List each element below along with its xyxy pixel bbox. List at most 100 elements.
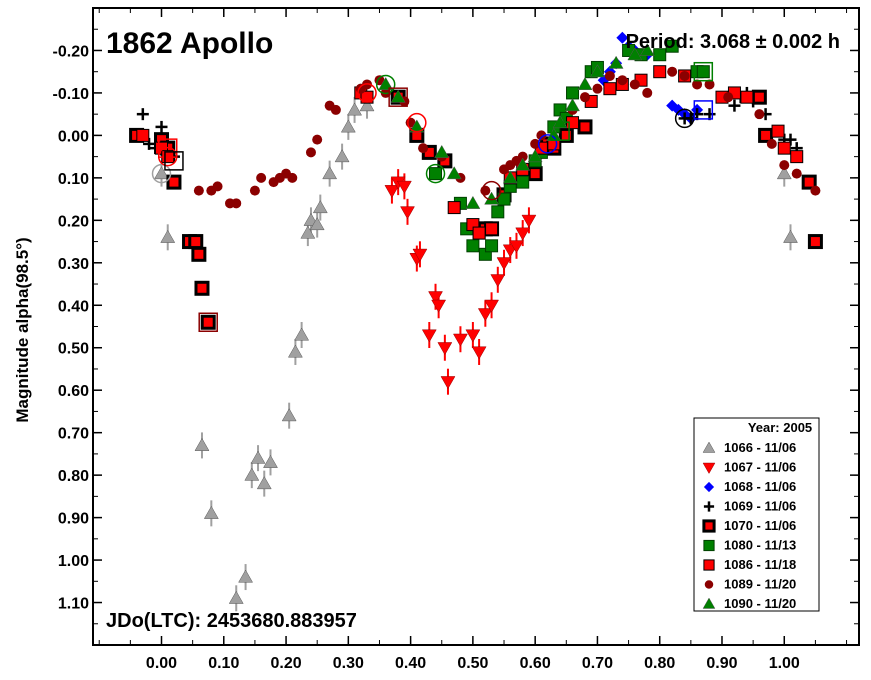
legend-box bbox=[693, 417, 820, 612]
data-point bbox=[312, 200, 328, 214]
data-point bbox=[642, 87, 653, 98]
data-point bbox=[330, 104, 341, 115]
y-tick-label: 0.40 bbox=[58, 298, 89, 315]
data-point bbox=[263, 454, 278, 468]
data-point bbox=[434, 144, 450, 158]
data-point bbox=[791, 168, 802, 179]
legend-label: 1080 - 11/13 bbox=[724, 538, 796, 553]
data-point bbox=[779, 160, 790, 171]
data-point bbox=[471, 346, 487, 360]
data-point bbox=[604, 70, 615, 81]
data-point bbox=[136, 108, 149, 121]
x-tick-label: 0.80 bbox=[644, 655, 675, 672]
data-point bbox=[579, 92, 590, 103]
legend-label: 1067 - 11/06 bbox=[724, 460, 796, 475]
data-point bbox=[502, 170, 518, 184]
data-point bbox=[429, 167, 443, 181]
legend-label: 1090 - 11/20 bbox=[724, 596, 796, 611]
data-point bbox=[490, 274, 506, 288]
data-point bbox=[667, 66, 678, 77]
highlight-rings bbox=[151, 61, 714, 333]
data-point bbox=[136, 128, 150, 142]
data-point bbox=[453, 333, 468, 347]
data-point bbox=[807, 234, 823, 250]
legend-marker bbox=[703, 539, 715, 552]
data-point bbox=[203, 505, 219, 519]
data-point bbox=[723, 92, 734, 103]
data-point bbox=[287, 172, 298, 183]
data-point bbox=[616, 31, 629, 44]
x-tick-label: 0.10 bbox=[208, 655, 239, 672]
data-point bbox=[191, 246, 207, 262]
y-tick-label: 0.90 bbox=[58, 511, 89, 528]
data-point bbox=[665, 39, 679, 53]
ring-circle bbox=[357, 83, 377, 103]
data-point bbox=[810, 185, 821, 196]
data-point bbox=[300, 225, 316, 239]
data-point bbox=[704, 79, 715, 90]
legend-marker bbox=[703, 501, 715, 512]
data-point bbox=[608, 55, 624, 69]
epoch-label: JDo(LTC): 2453680.883957 bbox=[106, 610, 357, 632]
y-tick-label: 0.00 bbox=[58, 128, 89, 145]
legend-items: 1066 - 11/06 1067 - 11/06 1068 - 11/06 1069… bbox=[702, 440, 796, 611]
legend-marker bbox=[702, 597, 716, 609]
data-point bbox=[617, 75, 628, 86]
data-point bbox=[312, 134, 323, 145]
data-point bbox=[160, 229, 176, 243]
data-point bbox=[696, 65, 710, 79]
data-point bbox=[305, 147, 316, 158]
y-tick-label: 0.30 bbox=[58, 256, 89, 273]
data-point bbox=[166, 174, 182, 190]
y-tick-label: 0.50 bbox=[58, 341, 89, 358]
data-point bbox=[465, 329, 481, 343]
data-point bbox=[509, 240, 524, 254]
data-point bbox=[446, 166, 462, 180]
data-point bbox=[238, 569, 254, 583]
data-point bbox=[491, 205, 505, 219]
data-point bbox=[497, 192, 511, 206]
data-point bbox=[440, 376, 456, 390]
x-tick-label: 0.00 bbox=[146, 655, 177, 672]
data-point bbox=[592, 83, 603, 94]
data-point bbox=[516, 175, 530, 189]
legend-label: 1070 - 11/06 bbox=[724, 518, 796, 533]
period-label: Period: 3.068 ± 0.002 h bbox=[626, 31, 840, 53]
data-point bbox=[244, 467, 260, 481]
legend-label: 1069 - 11/06 bbox=[724, 499, 796, 514]
data-point bbox=[322, 166, 338, 180]
data-point bbox=[517, 151, 528, 162]
data-point bbox=[590, 64, 605, 78]
data-point bbox=[751, 89, 767, 105]
y-tick-label: 0.20 bbox=[58, 213, 89, 230]
data-point bbox=[194, 437, 210, 451]
x-tick-label: 0.40 bbox=[395, 655, 426, 672]
ring-circle bbox=[157, 146, 178, 167]
data-point bbox=[384, 185, 400, 199]
ring-square bbox=[388, 87, 408, 107]
data-point bbox=[347, 102, 362, 116]
data-point bbox=[193, 185, 204, 196]
data-point bbox=[783, 229, 798, 243]
ring-circle bbox=[425, 163, 446, 184]
data-point bbox=[565, 98, 580, 112]
data-point bbox=[309, 217, 325, 231]
data-point bbox=[418, 143, 429, 154]
data-point bbox=[200, 314, 216, 330]
ring-square bbox=[550, 121, 570, 141]
data-point bbox=[679, 70, 690, 81]
ring-circle bbox=[481, 180, 502, 201]
data-point bbox=[360, 90, 374, 104]
data-point bbox=[228, 590, 244, 604]
data-point bbox=[515, 157, 531, 171]
data-point bbox=[527, 166, 543, 182]
data-points bbox=[129, 31, 823, 604]
data-point bbox=[629, 79, 640, 90]
axis-ticks: 0.00 0.10 0.20 0.30 0.40 0.50 0.60 0.70 0.80 0.90… bbox=[53, 8, 859, 672]
y-tick-label: 1.00 bbox=[58, 553, 89, 570]
data-point bbox=[485, 222, 499, 236]
ring-square bbox=[693, 61, 714, 82]
data-point bbox=[250, 450, 266, 464]
legend: Year: 2005 1066 - 11/06 1067 - 11/06 1068 … bbox=[693, 417, 820, 612]
